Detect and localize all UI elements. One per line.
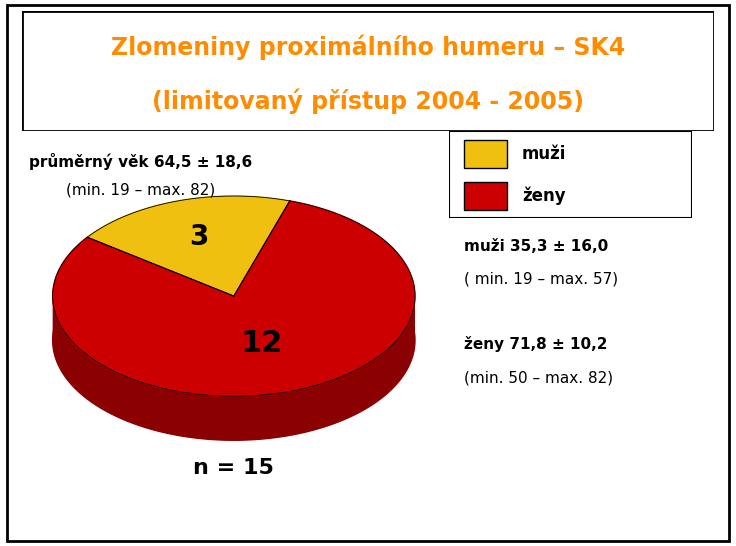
Text: muži: muži <box>522 145 566 163</box>
Text: ženy: ženy <box>522 186 565 205</box>
Polygon shape <box>53 201 415 396</box>
Text: 3: 3 <box>189 223 209 251</box>
Text: ženy 71,8 ± 10,2: ženy 71,8 ± 10,2 <box>464 336 607 352</box>
FancyBboxPatch shape <box>464 140 507 168</box>
Polygon shape <box>88 196 290 296</box>
Text: muži 35,3 ± 16,0: muži 35,3 ± 16,0 <box>464 239 608 254</box>
Polygon shape <box>53 240 415 440</box>
FancyBboxPatch shape <box>22 11 714 131</box>
Text: (min. 19 – max. 82): (min. 19 – max. 82) <box>66 183 216 198</box>
Text: průměrný věk 64,5 ± 18,6: průměrný věk 64,5 ± 18,6 <box>29 153 252 170</box>
Polygon shape <box>53 296 415 440</box>
Text: 12: 12 <box>241 329 283 358</box>
FancyBboxPatch shape <box>449 131 692 218</box>
Text: (limitovaný přístup 2004 - 2005): (limitovaný přístup 2004 - 2005) <box>152 88 584 114</box>
Text: ( min. 19 – max. 57): ( min. 19 – max. 57) <box>464 272 618 287</box>
FancyBboxPatch shape <box>464 182 507 210</box>
Text: (min. 50 – max. 82): (min. 50 – max. 82) <box>464 370 613 385</box>
Text: n = 15: n = 15 <box>194 458 275 478</box>
Text: Zlomeniny proximálního humeru – SK4: Zlomeniny proximálního humeru – SK4 <box>111 34 625 60</box>
